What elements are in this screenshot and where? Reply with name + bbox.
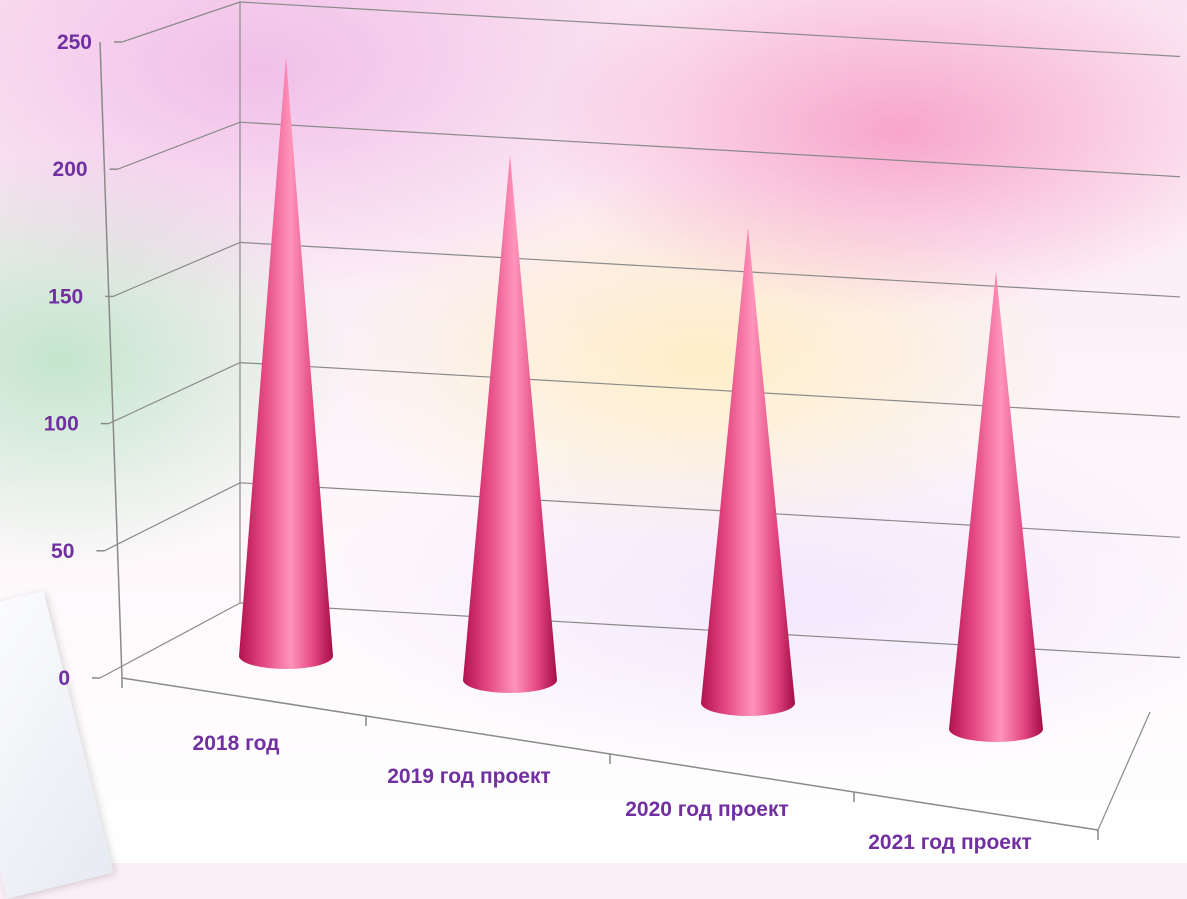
cone-bar xyxy=(949,271,1043,742)
y-axis-ticks: 0 50 100 150 200 250 xyxy=(44,31,92,690)
grid-line-back xyxy=(239,241,1181,298)
grid-line-back xyxy=(239,121,1181,178)
axes xyxy=(92,2,1151,840)
grid-line-side xyxy=(104,482,241,552)
y-tick-label: 200 xyxy=(53,158,88,181)
y-tick-label: 50 xyxy=(51,540,74,563)
cone-bar xyxy=(463,154,557,693)
y-axis-line xyxy=(99,41,123,679)
y-tick-label: 150 xyxy=(48,285,83,308)
y-tick-label: 100 xyxy=(44,413,79,436)
cone-body xyxy=(949,271,1043,742)
y-tick-label: 0 xyxy=(58,667,70,690)
grid-line-back xyxy=(239,1,1181,58)
grid-line-back xyxy=(239,482,1181,538)
grid-line-side xyxy=(117,121,241,170)
grid-line-side xyxy=(121,1,241,43)
grid-line-side xyxy=(99,602,241,679)
x-tick-label: 2019 год проект xyxy=(387,765,551,788)
cone-body xyxy=(239,56,333,669)
cones xyxy=(239,56,1043,742)
x-tick-label: 2020 год проект xyxy=(625,798,789,821)
y-tick-label: 250 xyxy=(57,31,92,54)
grid-line-side xyxy=(108,362,241,425)
cone-body xyxy=(701,227,795,716)
x-axis-ticks: 2018 год 2019 год проект 2020 год проект 20… xyxy=(193,732,1032,854)
grid-line-side xyxy=(112,241,241,297)
x-tick-label: 2021 год проект xyxy=(868,831,1032,854)
cone-bar xyxy=(701,227,795,716)
floor-right-edge xyxy=(1097,711,1151,831)
cone-body xyxy=(463,154,557,693)
x-tick-label: 2018 год xyxy=(193,732,280,755)
grid-line-back xyxy=(239,362,1181,418)
cone-bar xyxy=(239,56,333,669)
